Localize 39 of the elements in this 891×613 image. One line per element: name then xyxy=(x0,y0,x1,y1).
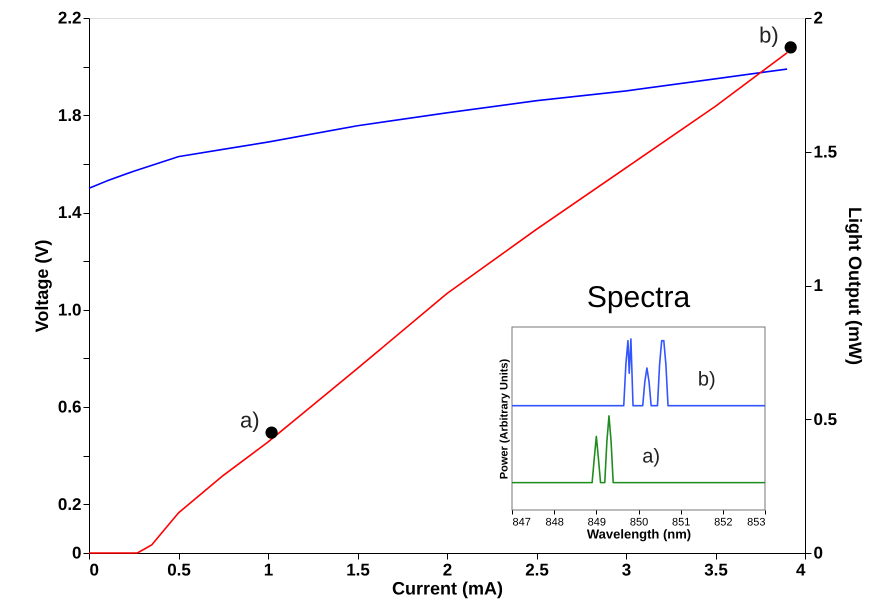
y2-tick-label: 1 xyxy=(814,276,823,295)
x-tick-label: 1.5 xyxy=(346,560,370,580)
y-tick-label: 0.2 xyxy=(58,494,82,514)
annotation: a) xyxy=(240,408,260,433)
x-tick-label: 852 xyxy=(714,516,733,528)
annotation: a) xyxy=(642,446,660,468)
y-tick-label: 1.4 xyxy=(58,203,82,222)
x-axis-title: Current (mA) xyxy=(392,578,504,598)
x-tick-label: 849 xyxy=(588,516,606,528)
y-tick-label: 2.2 xyxy=(58,8,82,28)
x-axis-title: Wavelength (nm) xyxy=(586,526,692,542)
annotation: b) xyxy=(759,22,779,48)
y-tick-label: 1.0 xyxy=(58,300,82,320)
y-axis-title: Voltage (V) xyxy=(32,240,52,332)
y2-tick-label: 0 xyxy=(814,544,823,562)
x-tick-label: 2.5 xyxy=(525,560,549,580)
y-tick-label: 0 xyxy=(72,544,82,562)
x-tick-label: 3 xyxy=(622,560,632,580)
x-tick-label: 2 xyxy=(442,560,452,580)
x-tick-label: 1 xyxy=(264,560,274,580)
x-tick-label: 0 xyxy=(90,560,99,580)
line-series xyxy=(88,68,788,190)
x-tick-label: 850 xyxy=(630,516,648,528)
y2-tick-label: 1.5 xyxy=(814,142,838,162)
x-tick-label: 848 xyxy=(545,516,564,528)
x-tick-label: 851 xyxy=(672,516,690,528)
annotation: b) xyxy=(698,368,716,391)
chart-title: Spectra xyxy=(586,281,691,314)
y2-tick-label: 0.5 xyxy=(814,410,838,429)
x-tick-label: 3.5 xyxy=(704,560,728,580)
y2-axis-title: Light Output (mW) xyxy=(845,207,866,365)
y-tick-label: 0.6 xyxy=(58,398,82,417)
x-tick-label: 847 xyxy=(512,516,531,528)
y-axis-title: Power (Arbitrary Units) xyxy=(498,358,510,480)
y-tick-label: 1.8 xyxy=(58,106,82,125)
y2-tick-label: 2 xyxy=(814,8,823,28)
x-tick-label: 0.5 xyxy=(167,560,191,580)
x-tick-label: 853 xyxy=(747,516,766,528)
x-tick-label: 4 xyxy=(796,560,806,580)
